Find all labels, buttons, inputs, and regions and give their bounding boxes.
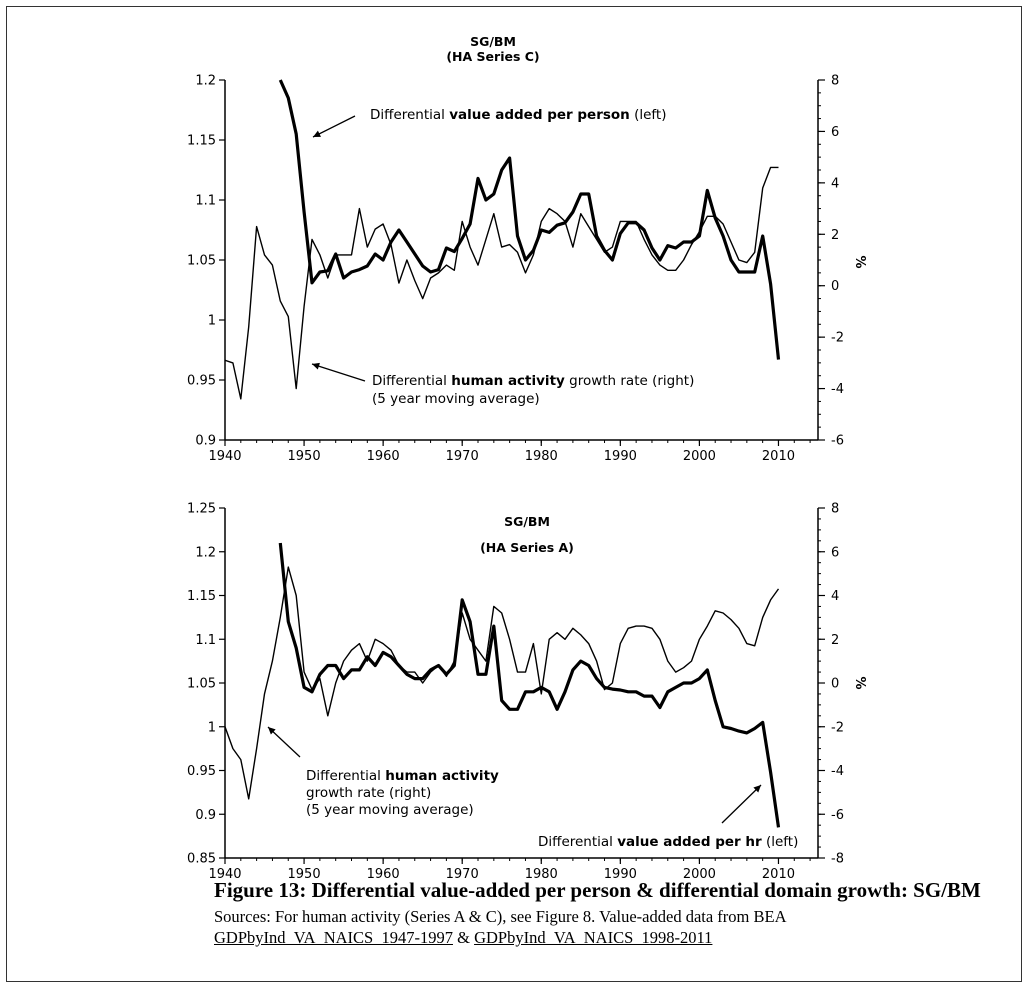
left-tick-label: 1	[208, 314, 216, 329]
right-axis-label: %	[852, 676, 867, 689]
arrow-value-added	[721, 784, 762, 824]
left-tick-label: 1	[208, 720, 216, 735]
arrow-value-added-head	[313, 130, 321, 137]
chart-subtitle: (HA Series C)	[446, 49, 539, 64]
annotation-human-activity-line2: (5 year moving average)	[372, 391, 540, 407]
left-tick-label: 1.1	[195, 633, 216, 648]
arrow-human-activity-head	[268, 727, 276, 735]
x-tick-label: 1990	[604, 867, 637, 882]
arrow-human-activity	[267, 726, 301, 758]
left-tick-label: 1.05	[187, 254, 216, 269]
annotation-human-activity: Differential human activity growth rate …	[372, 373, 694, 389]
annotation-value-added: Differential value added per person (lef…	[370, 107, 666, 123]
right-tick-label: 4	[831, 589, 839, 604]
annotation-human-activity-line3: (5 year moving average)	[306, 802, 474, 818]
left-tick-label: 1.05	[187, 677, 216, 692]
left-tick-label: 1.15	[187, 589, 216, 604]
x-tick-label: 2000	[683, 867, 716, 882]
x-tick-label: 2010	[762, 867, 795, 882]
x-tick-label: 1950	[288, 867, 321, 882]
left-tick-label: 0.85	[187, 852, 216, 867]
arrow-human-activity	[311, 362, 366, 382]
x-tick-label: 1970	[446, 449, 479, 464]
right-tick-label: 0	[831, 279, 839, 294]
x-tick-label: 1940	[208, 867, 241, 882]
right-tick-label: -2	[831, 720, 844, 735]
right-tick-label: 2	[831, 633, 839, 648]
arrow-human-activity-shaft	[311, 363, 366, 382]
x-tick-label: 1950	[288, 449, 321, 464]
chart-subtitle: (HA Series A)	[480, 540, 574, 555]
right-tick-label: 0	[831, 677, 839, 692]
right-tick-label: -4	[831, 764, 844, 779]
right-tick-label: 6	[831, 125, 839, 140]
right-tick-label: -6	[831, 434, 844, 449]
x-tick-label: 1940	[208, 449, 241, 464]
left-tick-label: 0.95	[187, 374, 216, 389]
human-activity-line	[225, 566, 780, 800]
left-tick-label: 0.95	[187, 764, 216, 779]
right-tick-label: 4	[831, 176, 839, 191]
figure-sources: Sources: For human activity (Series A & …	[214, 906, 1014, 948]
left-tick-label: 1.2	[195, 74, 216, 89]
arrow-human-activity-head	[312, 362, 320, 370]
chart-title: SG/BM	[470, 34, 516, 49]
right-tick-label: -2	[831, 331, 844, 346]
left-tick-label: 0.9	[195, 434, 216, 449]
x-tick-label: 2010	[762, 449, 795, 464]
figure-frame	[6, 6, 1022, 982]
left-tick-label: 0.9	[195, 808, 216, 823]
arrow-value-added-shaft	[312, 115, 356, 138]
link-va-1947-1997[interactable]: GDPbyInd_VA_NAICS_1947-1997	[214, 928, 453, 947]
arrow-value-added	[312, 115, 356, 138]
left-tick-label: 1.1	[195, 194, 216, 209]
chart-2: SG/BM (HA Series A) 1940 1950 1960 1970 1980 19…	[187, 502, 867, 883]
chart-1: SG/BM(HA Series C) 1940 1950 1960 1970 1980 19…	[187, 34, 867, 464]
right-tick-label: -8	[831, 852, 844, 867]
arrow-value-added-shaft	[721, 784, 762, 824]
right-tick-label: -6	[831, 808, 844, 823]
sources-amp: &	[452, 928, 475, 947]
x-tick-label: 2000	[683, 449, 716, 464]
annotation-human-activity-line2: growth rate (right)	[306, 785, 431, 801]
human-activity-line	[225, 166, 779, 400]
right-tick-label: -4	[831, 382, 844, 397]
right-tick-label: 8	[831, 502, 839, 517]
arrow-value-added-head	[753, 785, 761, 793]
right-tick-label: 6	[831, 545, 839, 560]
x-tick-label: 1960	[367, 867, 400, 882]
x-tick-label: 1970	[446, 867, 479, 882]
figure-title: Figure 13: Differential value-added per …	[214, 878, 981, 902]
link-va-1998-2011[interactable]: GDPbyInd_VA_NAICS_1998-2011	[474, 928, 713, 947]
right-tick-label: 2	[831, 228, 839, 243]
x-tick-label: 1990	[604, 449, 637, 464]
chart-title: SG/BM	[504, 514, 550, 529]
annotation-value-added: Differential value added per hr (left)	[538, 834, 798, 850]
left-tick-label: 1.15	[187, 134, 216, 149]
sources-text: Sources: For human activity (Series A & …	[214, 907, 787, 926]
figure-caption: Figure 13: Differential value-added per …	[214, 878, 1014, 948]
x-tick-label: 1960	[367, 449, 400, 464]
arrow-human-activity-shaft	[267, 726, 301, 758]
left-tick-label: 1.25	[187, 502, 216, 517]
x-tick-label: 1980	[525, 867, 558, 882]
annotation-human-activity: Differential human activity	[306, 768, 499, 784]
left-tick-label: 1.2	[195, 545, 216, 560]
right-tick-label: 8	[831, 74, 839, 89]
x-tick-label: 1980	[525, 449, 558, 464]
value-added-line	[278, 542, 781, 828]
right-axis-label: %	[852, 255, 867, 268]
